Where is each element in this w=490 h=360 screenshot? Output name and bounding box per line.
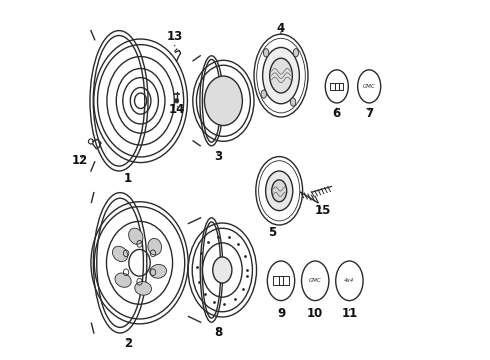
Ellipse shape <box>261 90 267 98</box>
Text: 9: 9 <box>277 307 285 320</box>
Circle shape <box>174 99 179 103</box>
Text: 2: 2 <box>124 337 132 350</box>
Text: GMC: GMC <box>309 278 321 283</box>
Text: 12: 12 <box>71 154 88 167</box>
Ellipse shape <box>213 257 232 283</box>
Text: 10: 10 <box>307 307 323 320</box>
Text: 13: 13 <box>167 30 183 46</box>
Ellipse shape <box>112 246 128 262</box>
Text: 3: 3 <box>214 150 222 163</box>
Ellipse shape <box>128 228 143 244</box>
Text: 8: 8 <box>214 327 222 339</box>
Text: 4: 4 <box>277 22 285 35</box>
Ellipse shape <box>135 282 151 295</box>
Ellipse shape <box>150 265 167 278</box>
Ellipse shape <box>264 49 269 57</box>
Text: 14: 14 <box>169 103 186 116</box>
Text: 11: 11 <box>341 307 358 320</box>
Text: 4x4: 4x4 <box>344 278 355 283</box>
Text: GMC: GMC <box>363 84 376 89</box>
Ellipse shape <box>148 238 162 255</box>
Text: 5: 5 <box>268 226 276 239</box>
Ellipse shape <box>263 48 299 104</box>
Text: 15: 15 <box>314 204 331 217</box>
Ellipse shape <box>204 76 243 126</box>
Text: 6: 6 <box>333 107 341 120</box>
Ellipse shape <box>272 180 287 202</box>
Text: 7: 7 <box>365 107 373 120</box>
Ellipse shape <box>270 58 293 93</box>
Ellipse shape <box>291 98 296 106</box>
Ellipse shape <box>293 49 298 57</box>
Ellipse shape <box>266 171 293 211</box>
Ellipse shape <box>115 273 131 287</box>
Text: 1: 1 <box>124 172 132 185</box>
